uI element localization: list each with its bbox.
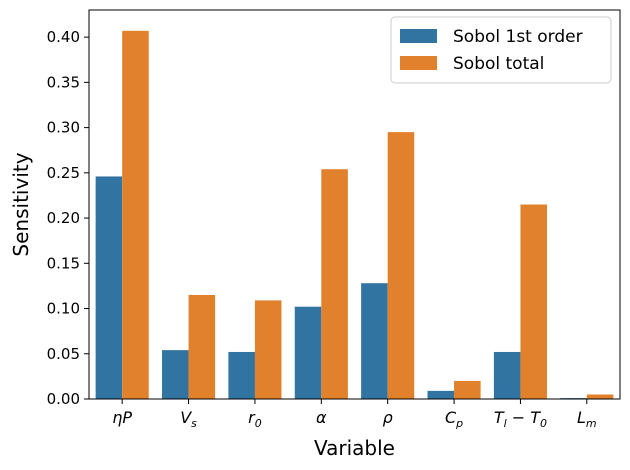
x-tick-label: Vs xyxy=(180,408,197,430)
legend-swatch xyxy=(400,29,437,43)
bar-total-0 xyxy=(122,30,149,399)
legend: Sobol 1st order Sobol total xyxy=(390,16,612,84)
legend-label: Sobol total xyxy=(453,54,544,74)
x-tick-label: r0 xyxy=(248,408,262,430)
x-tick-label: Cp xyxy=(445,408,463,430)
bars-group xyxy=(95,30,614,399)
y-tick-label: 0.40 xyxy=(47,28,80,46)
bar-total-2 xyxy=(254,300,282,399)
y-tick-label: 0.20 xyxy=(47,209,80,227)
x-tick-label: ηP xyxy=(112,408,132,427)
y-axis-label: Sensitivity xyxy=(9,152,33,256)
y-tick-label: 0.30 xyxy=(47,119,80,137)
x-tick-label: α xyxy=(316,408,327,427)
legend-swatch xyxy=(400,56,437,70)
bar-total-5 xyxy=(454,380,481,399)
y-tick-label: 0.10 xyxy=(47,300,80,318)
bar-total-1 xyxy=(188,294,216,399)
bar-first-order-6 xyxy=(493,351,521,399)
bar-total-7 xyxy=(586,394,614,399)
y-tick-label: 0.05 xyxy=(47,345,80,363)
bar-total-3 xyxy=(321,169,348,399)
y-axis: 0.00 0.05 0.10 0.15 0.20 0.25 0.30 0.35 0.40 xyxy=(47,28,89,408)
bar-first-order-5 xyxy=(427,390,455,399)
bar-total-6 xyxy=(520,204,547,399)
y-tick-label: 0.00 xyxy=(47,390,80,408)
bar-first-order-0 xyxy=(95,176,123,399)
x-tick-label: Tl − T0 xyxy=(494,408,547,430)
x-axis: ηP Vs r0 α ρ Cp Tl − T0 Lm xyxy=(112,399,597,430)
y-tick-label: 0.15 xyxy=(47,254,80,272)
legend-label: Sobol 1st order xyxy=(453,27,583,47)
x-tick-label: Lm xyxy=(577,408,597,430)
x-tick-label: ρ xyxy=(383,408,393,427)
x-axis-label: Variable xyxy=(314,436,395,460)
y-tick-label: 0.35 xyxy=(47,73,80,91)
bar-first-order-1 xyxy=(162,350,189,399)
bar-first-order-2 xyxy=(228,351,255,399)
legend-box xyxy=(390,16,612,84)
y-tick-label: 0.25 xyxy=(47,164,80,182)
bar-first-order-3 xyxy=(294,306,322,399)
bar-total-4 xyxy=(387,132,415,399)
plot-frame xyxy=(88,9,621,400)
bar-first-order-4 xyxy=(361,283,388,399)
